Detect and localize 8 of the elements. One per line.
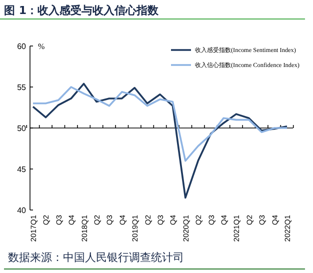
y-axis-title: % bbox=[38, 42, 45, 51]
y-tick-label: 40 bbox=[17, 206, 27, 215]
y-tick-label: 60 bbox=[17, 42, 27, 51]
y-tick-label: 55 bbox=[17, 82, 27, 92]
y-tick-label: 45 bbox=[17, 164, 27, 174]
y-tick-label: 50 bbox=[17, 124, 27, 133]
source-note: 数据来源：中国人民银行调查统计司 bbox=[8, 251, 184, 264]
chart-title: 图 1：收入感受与收入信心指数 bbox=[4, 4, 160, 17]
